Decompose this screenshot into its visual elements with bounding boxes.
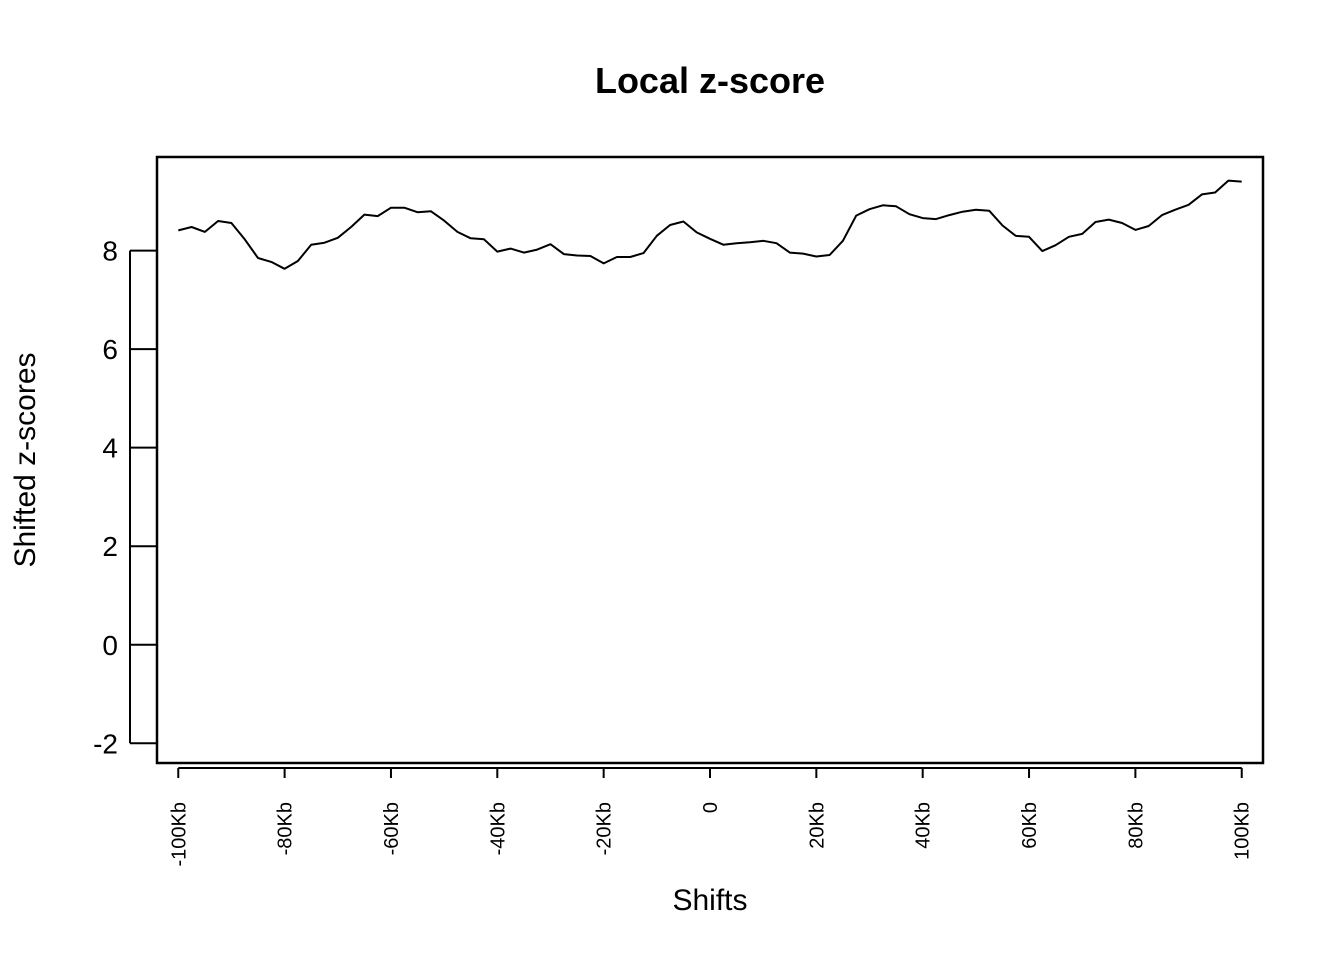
y-tick-label: 4 bbox=[102, 433, 118, 464]
x-tick-label: -60Kb bbox=[381, 802, 403, 855]
y-tick-label: 8 bbox=[102, 236, 118, 267]
chart-title: Local z-score bbox=[595, 60, 825, 101]
x-tick-label: 100Kb bbox=[1232, 802, 1254, 860]
y-tick-label: 0 bbox=[102, 630, 118, 661]
x-tick-label: -40Kb bbox=[487, 802, 509, 855]
x-axis: -100Kb -80Kb -60Kb -40Kb -20Kb 0 20Kb 40Kb 60Kb 8… bbox=[168, 767, 1254, 867]
x-tick-label: -80Kb bbox=[275, 802, 297, 855]
x-tick-label: 60Kb bbox=[1019, 802, 1041, 849]
y-tick-label: 6 bbox=[102, 334, 118, 365]
series-line bbox=[178, 179, 1242, 270]
series-group bbox=[178, 179, 1242, 270]
x-tick-label: -100Kb bbox=[168, 802, 190, 867]
y-axis-label: Shifted z-scores bbox=[9, 352, 42, 567]
x-tick-label: -20Kb bbox=[594, 802, 616, 855]
y-axis: -2 0 2 4 6 8 bbox=[93, 236, 157, 759]
y-tick-label: -2 bbox=[93, 728, 118, 759]
x-tick-label: 40Kb bbox=[913, 802, 935, 849]
x-tick-label: 20Kb bbox=[806, 802, 828, 849]
plot-frame bbox=[155, 155, 1265, 765]
x-tick-label: 80Kb bbox=[1125, 802, 1147, 849]
y-tick-label: 2 bbox=[102, 531, 118, 562]
x-axis-label: Shifts bbox=[672, 884, 747, 917]
x-tick-label: 0 bbox=[700, 802, 722, 813]
